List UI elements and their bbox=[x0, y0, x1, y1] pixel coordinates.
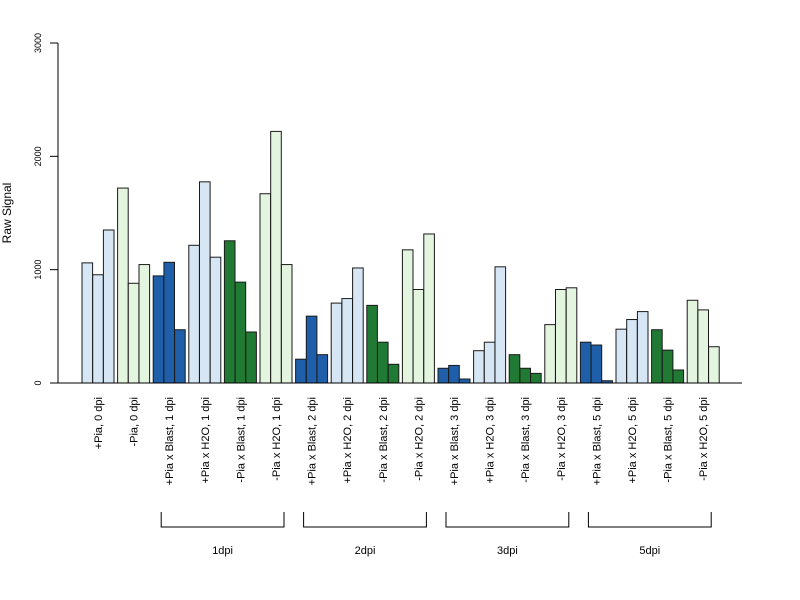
bar-6-rep1 bbox=[259, 193, 272, 384]
bar-18-rep3 bbox=[708, 346, 720, 384]
bar-3-rep3 bbox=[174, 329, 186, 384]
bar-17-rep1 bbox=[651, 329, 663, 384]
bar-17-rep2 bbox=[661, 349, 674, 384]
y-tick-label: 1000 bbox=[33, 260, 43, 280]
group-label: 3dpi bbox=[497, 545, 518, 557]
category-label: +Pia, 0 dpi bbox=[93, 397, 105, 449]
bar-10-rep2 bbox=[412, 289, 425, 384]
y-ticks: 0 1000 2000 3000 bbox=[33, 33, 58, 386]
category-label: -Pia x H2O, 1 dpi bbox=[271, 397, 283, 481]
bar-5-rep3 bbox=[245, 331, 257, 384]
bar-9-rep2 bbox=[377, 341, 389, 384]
category-label: +Pia x Blast, 1 dpi bbox=[164, 397, 176, 485]
bar-11-rep2 bbox=[448, 364, 460, 384]
bar-1-rep1 bbox=[81, 262, 94, 384]
bar-5-rep1 bbox=[223, 240, 236, 384]
category-label: +Pia x Blast, 5 dpi bbox=[591, 397, 603, 485]
bar-1-rep2 bbox=[92, 274, 104, 384]
group-label: 2dpi bbox=[355, 545, 376, 557]
category-label: +Pia x H2O, 2 dpi bbox=[342, 397, 354, 484]
y-tick-label: 0 bbox=[33, 380, 43, 385]
category-label: +Pia x H2O, 5 dpi bbox=[627, 397, 639, 484]
category-label: -Pia x Blast, 3 dpi bbox=[520, 397, 532, 483]
bar-13-rep1 bbox=[508, 354, 521, 384]
bar-15-rep2 bbox=[590, 344, 603, 384]
bar-12-rep2 bbox=[483, 341, 496, 384]
bar-8-rep1 bbox=[330, 302, 343, 384]
bar-11-rep1 bbox=[437, 367, 450, 384]
category-label: -Pia x H2O, 3 dpi bbox=[556, 397, 568, 481]
group-bracket bbox=[445, 512, 570, 528]
bar-18-rep1 bbox=[686, 299, 699, 384]
category-label: +Pia x Blast, 2 dpi bbox=[307, 397, 319, 485]
bar-6-rep3 bbox=[280, 264, 293, 384]
group-bracket bbox=[587, 512, 712, 528]
bar-6-rep2 bbox=[270, 130, 282, 384]
bar-12-rep1 bbox=[473, 350, 485, 384]
bar-13-rep3 bbox=[530, 372, 542, 384]
bar-7-rep1 bbox=[295, 358, 307, 384]
bar-10-rep1 bbox=[401, 249, 414, 384]
category-label: -Pia x Blast, 2 dpi bbox=[378, 397, 390, 483]
bar-13-rep2 bbox=[519, 367, 532, 384]
day-group-brackets: 1dpi 2dpi 3dpi 5dpi bbox=[160, 512, 712, 557]
y-tick-label: 3000 bbox=[33, 33, 43, 53]
bar-2-rep3 bbox=[138, 264, 151, 384]
bar-15-rep1 bbox=[579, 341, 592, 384]
bar-3-rep2 bbox=[163, 261, 175, 384]
bar-14-rep3 bbox=[565, 287, 578, 384]
category-label: -Pia, 0 dpi bbox=[129, 397, 141, 447]
bar-8-rep3 bbox=[352, 267, 364, 384]
y-tick-label: 2000 bbox=[33, 146, 43, 166]
category-label: -Pia x H2O, 5 dpi bbox=[698, 397, 710, 481]
category-label: -Pia x Blast, 1 dpi bbox=[235, 397, 247, 483]
bar-10-rep3 bbox=[423, 233, 435, 384]
bar-11-rep3 bbox=[458, 378, 471, 384]
y-axis-title: Raw Signal bbox=[0, 183, 14, 244]
category-labels: +Pia, 0 dpi -Pia, 0 dpi +Pia x Blast, 1 dp… bbox=[93, 397, 710, 485]
bar-5-rep2 bbox=[234, 281, 247, 384]
bar-1-rep3 bbox=[102, 229, 115, 384]
group-bracket bbox=[160, 512, 285, 528]
category-label: -Pia x Blast, 5 dpi bbox=[663, 397, 675, 483]
category-label: -Pia x H2O, 2 dpi bbox=[413, 397, 425, 481]
bar-2-rep2 bbox=[127, 282, 140, 384]
bar-7-rep3 bbox=[316, 354, 329, 384]
group-label: 5dpi bbox=[639, 545, 660, 557]
bar-3-rep1 bbox=[152, 275, 165, 384]
bar-17-rep3 bbox=[672, 369, 685, 384]
bar-7-rep2 bbox=[305, 315, 318, 384]
bar-4-rep1 bbox=[188, 244, 200, 384]
bar-4-rep3 bbox=[209, 256, 222, 384]
bar-16-rep3 bbox=[636, 311, 649, 384]
bar-14-rep1 bbox=[544, 324, 556, 384]
bar-2-rep1 bbox=[117, 187, 129, 384]
category-label: +Pia x Blast, 3 dpi bbox=[449, 397, 461, 485]
category-label: +Pia x H2O, 1 dpi bbox=[200, 397, 212, 484]
bar-18-rep2 bbox=[697, 309, 710, 384]
bar-4-rep2 bbox=[199, 181, 211, 384]
group-bracket bbox=[303, 512, 427, 528]
bar-12-rep3 bbox=[494, 266, 507, 384]
bar-14-rep2 bbox=[555, 289, 567, 384]
bar-8-rep2 bbox=[341, 298, 353, 384]
bar-9-rep1 bbox=[366, 304, 378, 384]
group-label: 1dpi bbox=[212, 545, 233, 557]
bar-16-rep2 bbox=[626, 319, 638, 384]
category-label: +Pia x H2O, 3 dpi bbox=[485, 397, 497, 484]
bar-9-rep3 bbox=[387, 363, 400, 384]
bar-16-rep1 bbox=[615, 328, 628, 384]
bars-layer bbox=[81, 130, 720, 384]
